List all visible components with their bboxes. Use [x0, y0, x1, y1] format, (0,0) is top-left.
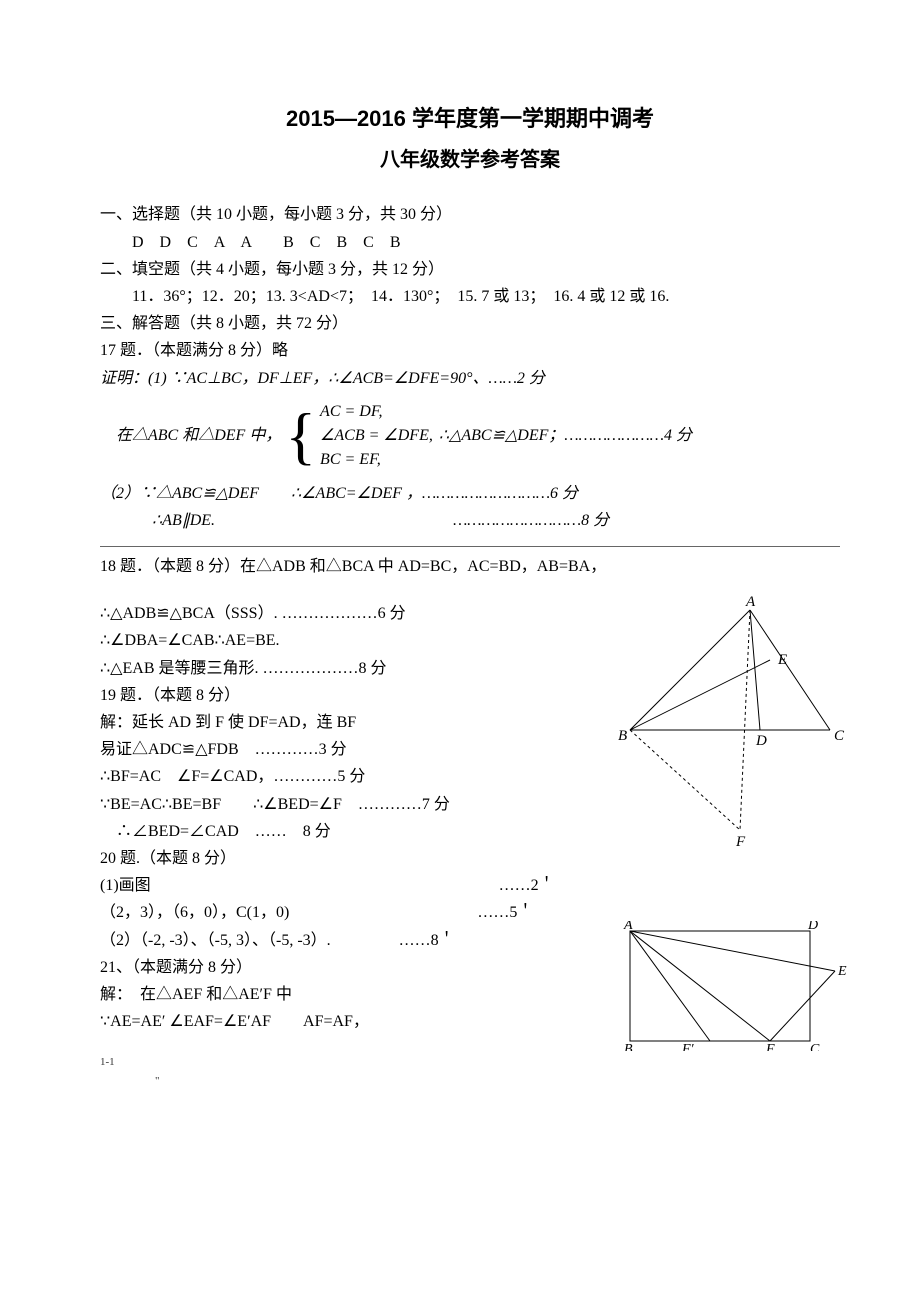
document-page: 2015—2016 学年度第一学期期中调考 八年级数学参考答案 一、选择题（共 …: [0, 0, 920, 1131]
separator-line: [100, 546, 840, 547]
q17-brace2: ∠ACB = ∠DFE,: [320, 424, 433, 448]
q19-title: 19 题．（本题 8 分）: [100, 682, 580, 709]
figure-q21: A D E F′ B F C: [610, 921, 850, 1051]
q20-l1a: (1)画图: [100, 877, 151, 894]
footer-cut: 1-1 ": [100, 1053, 840, 1090]
fig21-label-F: F: [765, 1042, 775, 1051]
fig21-label-Fp: F′: [681, 1042, 695, 1051]
fig21-label-B: B: [624, 1042, 633, 1051]
q18-l2: ∴∠DBA=∠CAB∴AE=BE.: [100, 627, 580, 654]
q19-l4: ∵BE=AC∴BE=BF ∴∠BED=∠F …………7 分: [100, 791, 580, 818]
q18-title: 18 题．（本题 8 分）在△ADB 和△BCA 中 AD=BC，AC=BD，A…: [100, 553, 840, 580]
q21-l1: 解： 在△AEF 和△AE′F 中: [100, 981, 580, 1008]
q20-row1: (1)画图 ……2＇: [100, 872, 840, 899]
q17-title: 17 题．（本题满分 8 分）略: [100, 337, 840, 364]
q20-l2a: （2，3），（6，0），C(1，0): [100, 904, 289, 921]
q17-part2b-row: ∴AB∥DE. ………………………8 分: [100, 507, 840, 534]
q19-l5: ∴∠BED=∠CAD …… 8 分: [100, 818, 580, 845]
q18-l3: ∴△EAB 是等腰三角形. ………………8 分: [100, 655, 580, 682]
q20-row3: （2）（-2, -3）、（-5, 3）、（-5, -3）. ……8＇: [100, 927, 580, 954]
q20-q21-area: （2）（-2, -3）、（-5, 3）、（-5, -3）. ……8＇ 21、（本…: [100, 927, 840, 1036]
fig19-label-D: D: [755, 733, 767, 749]
q19-l3: ∴BF=AC ∠F=∠CAD，…………5 分: [100, 763, 580, 790]
fig21-label-D: D: [807, 921, 818, 933]
q18-q19-area: ∴△ADB≌△BCA（SSS）. ………………6 分 ∴∠DBA=∠CAB∴AE…: [100, 600, 840, 845]
brace-left-icon: {: [285, 404, 316, 468]
q19-l2: 易证△ADC≌△FDB …………3 分: [100, 736, 580, 763]
fig19-label-A: A: [745, 594, 756, 610]
section2-answers: 11．36°；12．20；13. 3<AD<7； 14．130°； 15. 7 …: [100, 283, 840, 310]
q17-brace-lines: AC = DF, ∠ACB = ∠DFE, BC = EF,: [320, 400, 433, 472]
q21-l2: ∵AE=AE′ ∠EAF=∠E′AF AF=AF，: [100, 1008, 580, 1035]
q20-l3b: ……8＇: [399, 932, 455, 949]
title-main: 2015—2016 学年度第一学期期中调考: [100, 100, 840, 137]
fig19-label-E: E: [777, 652, 787, 668]
title-sub: 八年级数学参考答案: [100, 143, 840, 177]
section1-heading: 一、选择题（共 10 小题，每小题 3 分，共 30 分）: [100, 201, 840, 228]
fig21-label-E: E: [837, 964, 847, 979]
q17-proof-intro: 证明：(1) ∵AC⊥BC，DF⊥EF，∴∠ACB=∠DFE=90°、……2 分: [100, 365, 840, 392]
q17-brace3: BC = EF,: [320, 448, 433, 472]
q19-l1: 解：延长 AD 到 F 使 DF=AD，连 BF: [100, 709, 580, 736]
fig19-label-F: F: [735, 834, 746, 850]
figure-q19: A E B D C F: [610, 590, 850, 850]
section1-answers: D D C A A B C B C B: [100, 229, 840, 256]
fig19-label-B: B: [618, 728, 627, 744]
q20-l1b: ……2＇: [499, 877, 555, 894]
q17-brace-block: 在△ABC 和△DEF 中， { AC = DF, ∠ACB = ∠DFE, B…: [100, 400, 840, 472]
q18-l1: ∴△ADB≌△BCA（SSS）. ………………6 分: [100, 600, 580, 627]
fig21-label-A: A: [623, 921, 633, 933]
q17-brace1: AC = DF,: [320, 400, 433, 424]
q17-part2a: （2）∵△ABC≌△DEF ∴∠ABC=∠DEF ，………………………6 分: [100, 480, 840, 507]
fig21-label-C: C: [810, 1042, 820, 1051]
q17-part2b-pts: ………………………8 分: [453, 512, 609, 529]
q20-l2b: ……5＇: [477, 904, 533, 921]
q17-in-triangle-prefix: 在△ABC 和△DEF 中，: [100, 422, 281, 449]
q17-concl1: ∴△ABC≌△DEF；…………………4 分: [439, 422, 692, 449]
section2-heading: 二、填空题（共 4 小题，每小题 3 分，共 12 分）: [100, 256, 840, 283]
q17-part2b: ∴AB∥DE.: [152, 512, 215, 529]
fig19-label-C: C: [834, 728, 845, 744]
q21-title: 21、（本题满分 8 分）: [100, 954, 580, 981]
section3-heading: 三、解答题（共 8 小题，共 72 分）: [100, 310, 840, 337]
q20-l3a: （2）（-2, -3）、（-5, 3）、（-5, -3）.: [100, 932, 331, 949]
